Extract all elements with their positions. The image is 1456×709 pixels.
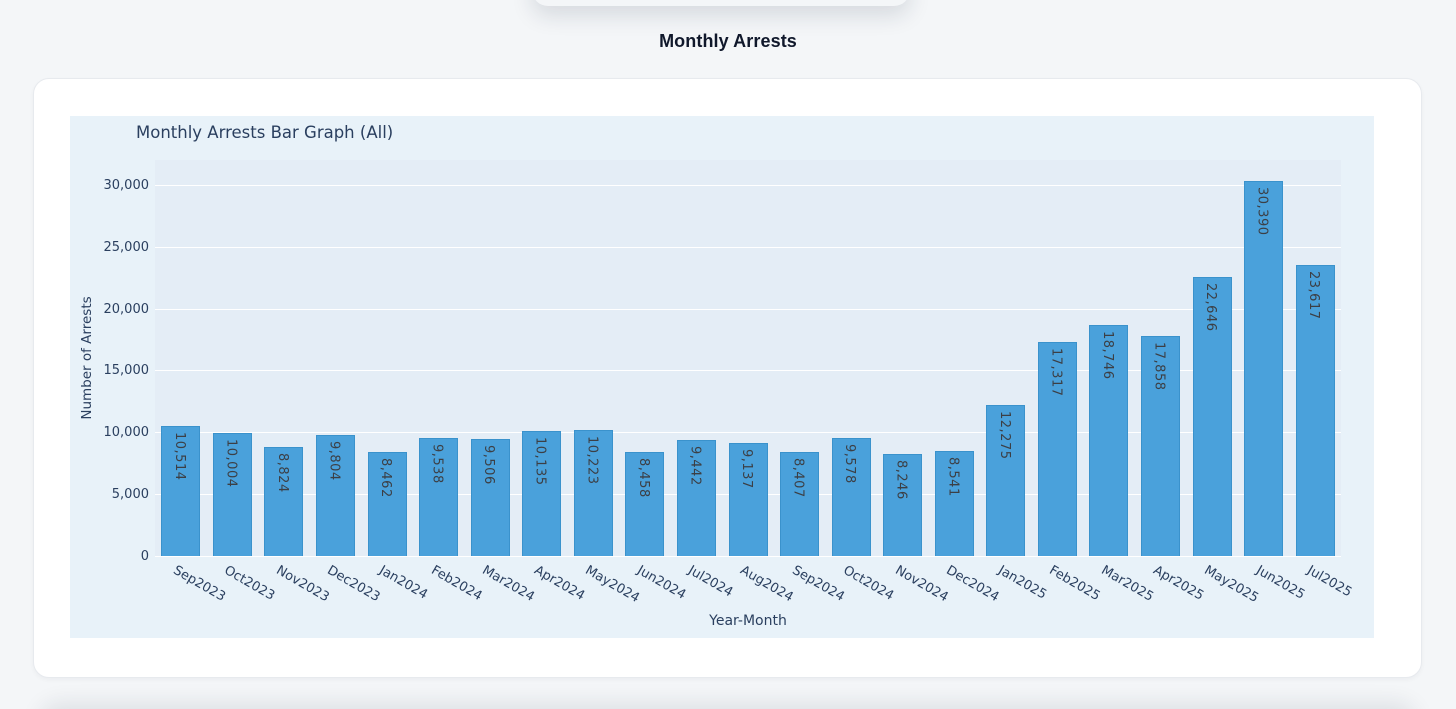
bar[interactable] bbox=[1037, 342, 1077, 556]
bar-value-label: 9,804 bbox=[326, 441, 342, 481]
x-tick-label: Sep2023 bbox=[170, 563, 228, 605]
bar-value-label: 17,858 bbox=[1151, 341, 1167, 391]
bar[interactable] bbox=[1141, 335, 1181, 556]
x-tick-label: Nov2023 bbox=[273, 563, 332, 606]
x-tick-label: Apr2025 bbox=[1150, 563, 1206, 604]
bar-value-label: 30,390 bbox=[1254, 187, 1270, 236]
bar[interactable] bbox=[573, 429, 613, 556]
x-tick-label: Feb2024 bbox=[428, 563, 485, 605]
x-tick-label: Oct2024 bbox=[840, 563, 897, 604]
bar-value-label: 9,578 bbox=[842, 443, 858, 484]
bar-value-label: 9,137 bbox=[739, 449, 754, 489]
gridline bbox=[155, 432, 1341, 434]
bar-value-label: 12,275 bbox=[996, 410, 1012, 460]
x-tick-label: Jul2024 bbox=[685, 563, 736, 601]
y-tick-label: 0 bbox=[140, 548, 149, 564]
y-tick-label: 15,000 bbox=[103, 363, 150, 379]
y-tick-label: 30,000 bbox=[103, 178, 150, 194]
y-tick-label: 5,000 bbox=[111, 486, 149, 502]
top-sheet-shadow bbox=[532, 0, 910, 6]
bar[interactable] bbox=[780, 452, 820, 556]
bar[interactable] bbox=[883, 454, 923, 556]
bar[interactable] bbox=[676, 439, 716, 556]
bar-value-label: 8,824 bbox=[274, 453, 290, 493]
y-tick-label: 25,000 bbox=[103, 240, 150, 256]
bar[interactable] bbox=[986, 404, 1026, 556]
bar[interactable] bbox=[419, 438, 459, 556]
bar[interactable] bbox=[1244, 181, 1284, 556]
x-tick-label: Mar2025 bbox=[1098, 563, 1156, 605]
chart-paper: Monthly Arrests Bar Graph (All) Number o… bbox=[70, 116, 1374, 638]
bar-value-label: 8,246 bbox=[893, 460, 909, 500]
x-tick-label: Mar2024 bbox=[479, 563, 538, 605]
chart-card: Monthly Arrests Bar Graph (All) Number o… bbox=[33, 78, 1422, 678]
x-tick-label: Jun2025 bbox=[1253, 563, 1307, 603]
bar-value-label: 17,317 bbox=[1048, 348, 1064, 397]
bar-value-label: 8,541 bbox=[945, 456, 961, 497]
y-tick-label: 20,000 bbox=[103, 301, 150, 317]
gridline bbox=[155, 185, 1341, 187]
x-tick-label: Jan2025 bbox=[995, 563, 1049, 603]
x-axis-title: Year-Month bbox=[709, 613, 787, 629]
bar[interactable] bbox=[728, 443, 768, 556]
page-title: Monthly Arrests bbox=[659, 31, 797, 51]
bar-value-label: 8,462 bbox=[378, 457, 394, 498]
x-tick-label: Sep2024 bbox=[789, 563, 847, 605]
bar-value-label: 9,538 bbox=[429, 444, 445, 485]
bar[interactable] bbox=[1192, 276, 1232, 556]
gridline bbox=[155, 555, 1341, 557]
bar-value-label: 10,135 bbox=[532, 436, 548, 486]
bar[interactable] bbox=[212, 432, 252, 556]
chart-title: Monthly Arrests Bar Graph (All) bbox=[136, 123, 394, 142]
x-tick-label: May2024 bbox=[582, 563, 643, 606]
y-tick-label: 10,000 bbox=[103, 425, 150, 441]
bar[interactable] bbox=[1295, 264, 1335, 556]
x-tick-label: Oct2023 bbox=[221, 563, 278, 604]
bar-value-label: 10,223 bbox=[584, 435, 600, 485]
bar-value-label: 10,514 bbox=[171, 432, 187, 481]
bar-value-label: 8,407 bbox=[790, 458, 806, 498]
bar-value-label: 8,458 bbox=[635, 457, 651, 498]
gridline bbox=[155, 370, 1341, 372]
bar[interactable] bbox=[315, 435, 355, 556]
bar[interactable] bbox=[625, 451, 665, 556]
bar-value-label: 18,746 bbox=[1099, 330, 1115, 380]
x-tick-label: May2025 bbox=[1201, 563, 1262, 606]
bar[interactable] bbox=[367, 451, 407, 556]
x-tick-label: Dec2024 bbox=[943, 563, 1002, 606]
x-tick-label: Feb2025 bbox=[1046, 563, 1103, 605]
x-tick-label: Dec2023 bbox=[324, 563, 383, 606]
x-tick-label: Jan2024 bbox=[376, 563, 431, 603]
gridline bbox=[155, 247, 1341, 249]
x-tick-label: Aug2024 bbox=[737, 563, 796, 606]
bar[interactable] bbox=[470, 438, 510, 556]
bar-value-label: 9,442 bbox=[687, 445, 703, 486]
x-tick-label: Apr2024 bbox=[531, 563, 587, 604]
x-tick-label: Jun2024 bbox=[634, 563, 689, 603]
bar-value-label: 9,506 bbox=[481, 444, 497, 485]
x-tick-label: Nov2024 bbox=[892, 563, 951, 606]
bar[interactable] bbox=[264, 447, 304, 556]
bar[interactable] bbox=[161, 426, 201, 556]
gridline bbox=[155, 308, 1341, 310]
x-tick-label: Jul2025 bbox=[1304, 563, 1355, 601]
bar[interactable] bbox=[522, 430, 562, 556]
bar[interactable] bbox=[1089, 324, 1129, 556]
bar-value-label: 10,004 bbox=[223, 438, 239, 488]
bar-value-label: 22,646 bbox=[1203, 282, 1219, 332]
bar[interactable] bbox=[831, 437, 871, 556]
bar[interactable] bbox=[934, 450, 974, 556]
bar-value-label: 23,617 bbox=[1306, 270, 1322, 320]
